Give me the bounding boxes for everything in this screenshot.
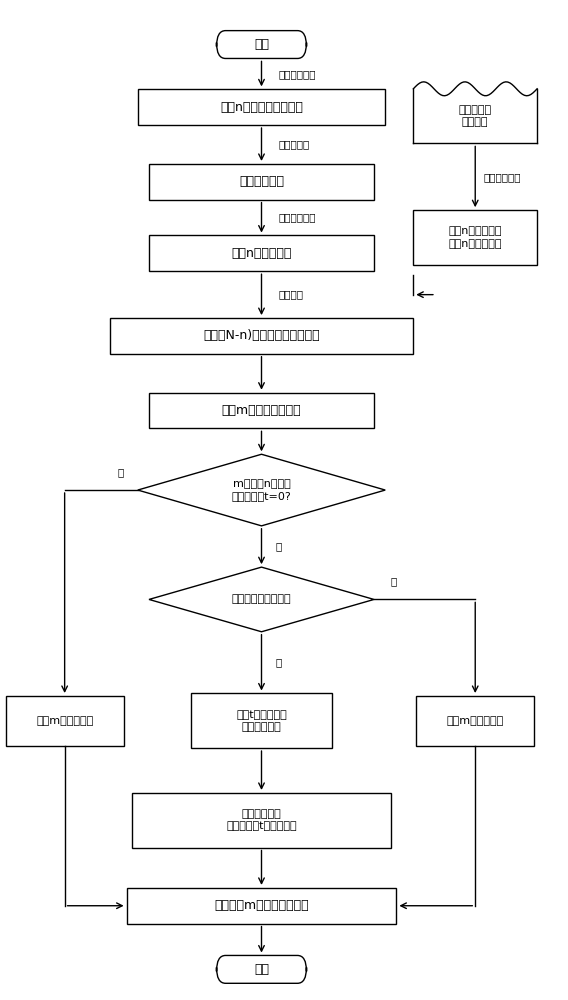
Text: 计算n个拟合误差: 计算n个拟合误差 xyxy=(231,247,292,260)
Bar xyxy=(149,164,374,200)
Bar xyxy=(416,696,534,746)
Bar xyxy=(414,210,537,265)
Text: 待测样品m个荧光波长测量: 待测样品m个荧光波长测量 xyxy=(214,899,309,912)
Text: 需要校准插值误差？: 需要校准插值误差？ xyxy=(232,594,291,604)
Text: 存在拟合误差: 存在拟合误差 xyxy=(278,213,316,223)
Polygon shape xyxy=(138,454,385,526)
Text: 校正m个拟合误差: 校正m个拟合误差 xyxy=(446,716,504,726)
Text: 选择n个标准波长并测量: 选择n个标准波长并测量 xyxy=(220,101,303,114)
Text: 开始: 开始 xyxy=(254,38,269,51)
Text: 多项式拟合: 多项式拟合 xyxy=(278,139,310,149)
Bar xyxy=(191,693,332,748)
Bar xyxy=(149,235,374,271)
Bar xyxy=(127,888,396,924)
Bar xyxy=(110,318,414,354)
Text: 重测n个标准波长
得到n个改变误差: 重测n个标准波长 得到n个改变误差 xyxy=(449,226,502,249)
Text: 计算基本关系: 计算基本关系 xyxy=(239,175,284,188)
Text: 否: 否 xyxy=(391,577,397,587)
Text: 否: 否 xyxy=(275,541,282,551)
Text: m中不在n范围内
的波长个数t=0?: m中不在n范围内 的波长个数t=0? xyxy=(232,479,291,501)
Bar xyxy=(6,696,124,746)
FancyBboxPatch shape xyxy=(216,955,307,983)
Text: 选择m个预检荧光波长: 选择m个预检荧光波长 xyxy=(222,404,301,417)
Bar xyxy=(149,393,374,428)
Bar xyxy=(132,793,391,848)
FancyBboxPatch shape xyxy=(216,31,307,58)
Text: 结束: 结束 xyxy=(254,963,269,976)
Text: 是: 是 xyxy=(118,467,124,477)
Text: 校正m个拟合误差: 校正m个拟合误差 xyxy=(36,716,93,726)
Text: 全谱校准模式: 全谱校准模式 xyxy=(278,69,316,79)
Text: 全谱校准模式: 全谱校准模式 xyxy=(484,172,521,182)
Bar xyxy=(414,89,537,143)
Text: 是: 是 xyxy=(275,658,282,668)
Text: 校正t个拟合误差
（改变误差）: 校正t个拟合误差 （改变误差） xyxy=(236,710,287,732)
Bar xyxy=(138,89,385,125)
Text: 机械振动或
环境变化: 机械振动或 环境变化 xyxy=(459,105,492,127)
Polygon shape xyxy=(149,567,374,632)
Text: 计算（N-n)个拟合（改变）误差: 计算（N-n)个拟合（改变）误差 xyxy=(203,329,320,342)
Text: 插值算法: 插值算法 xyxy=(278,290,303,300)
Text: 单峰校准模式
计算并校正t个插值误差: 单峰校准模式 计算并校正t个插值误差 xyxy=(226,809,297,831)
